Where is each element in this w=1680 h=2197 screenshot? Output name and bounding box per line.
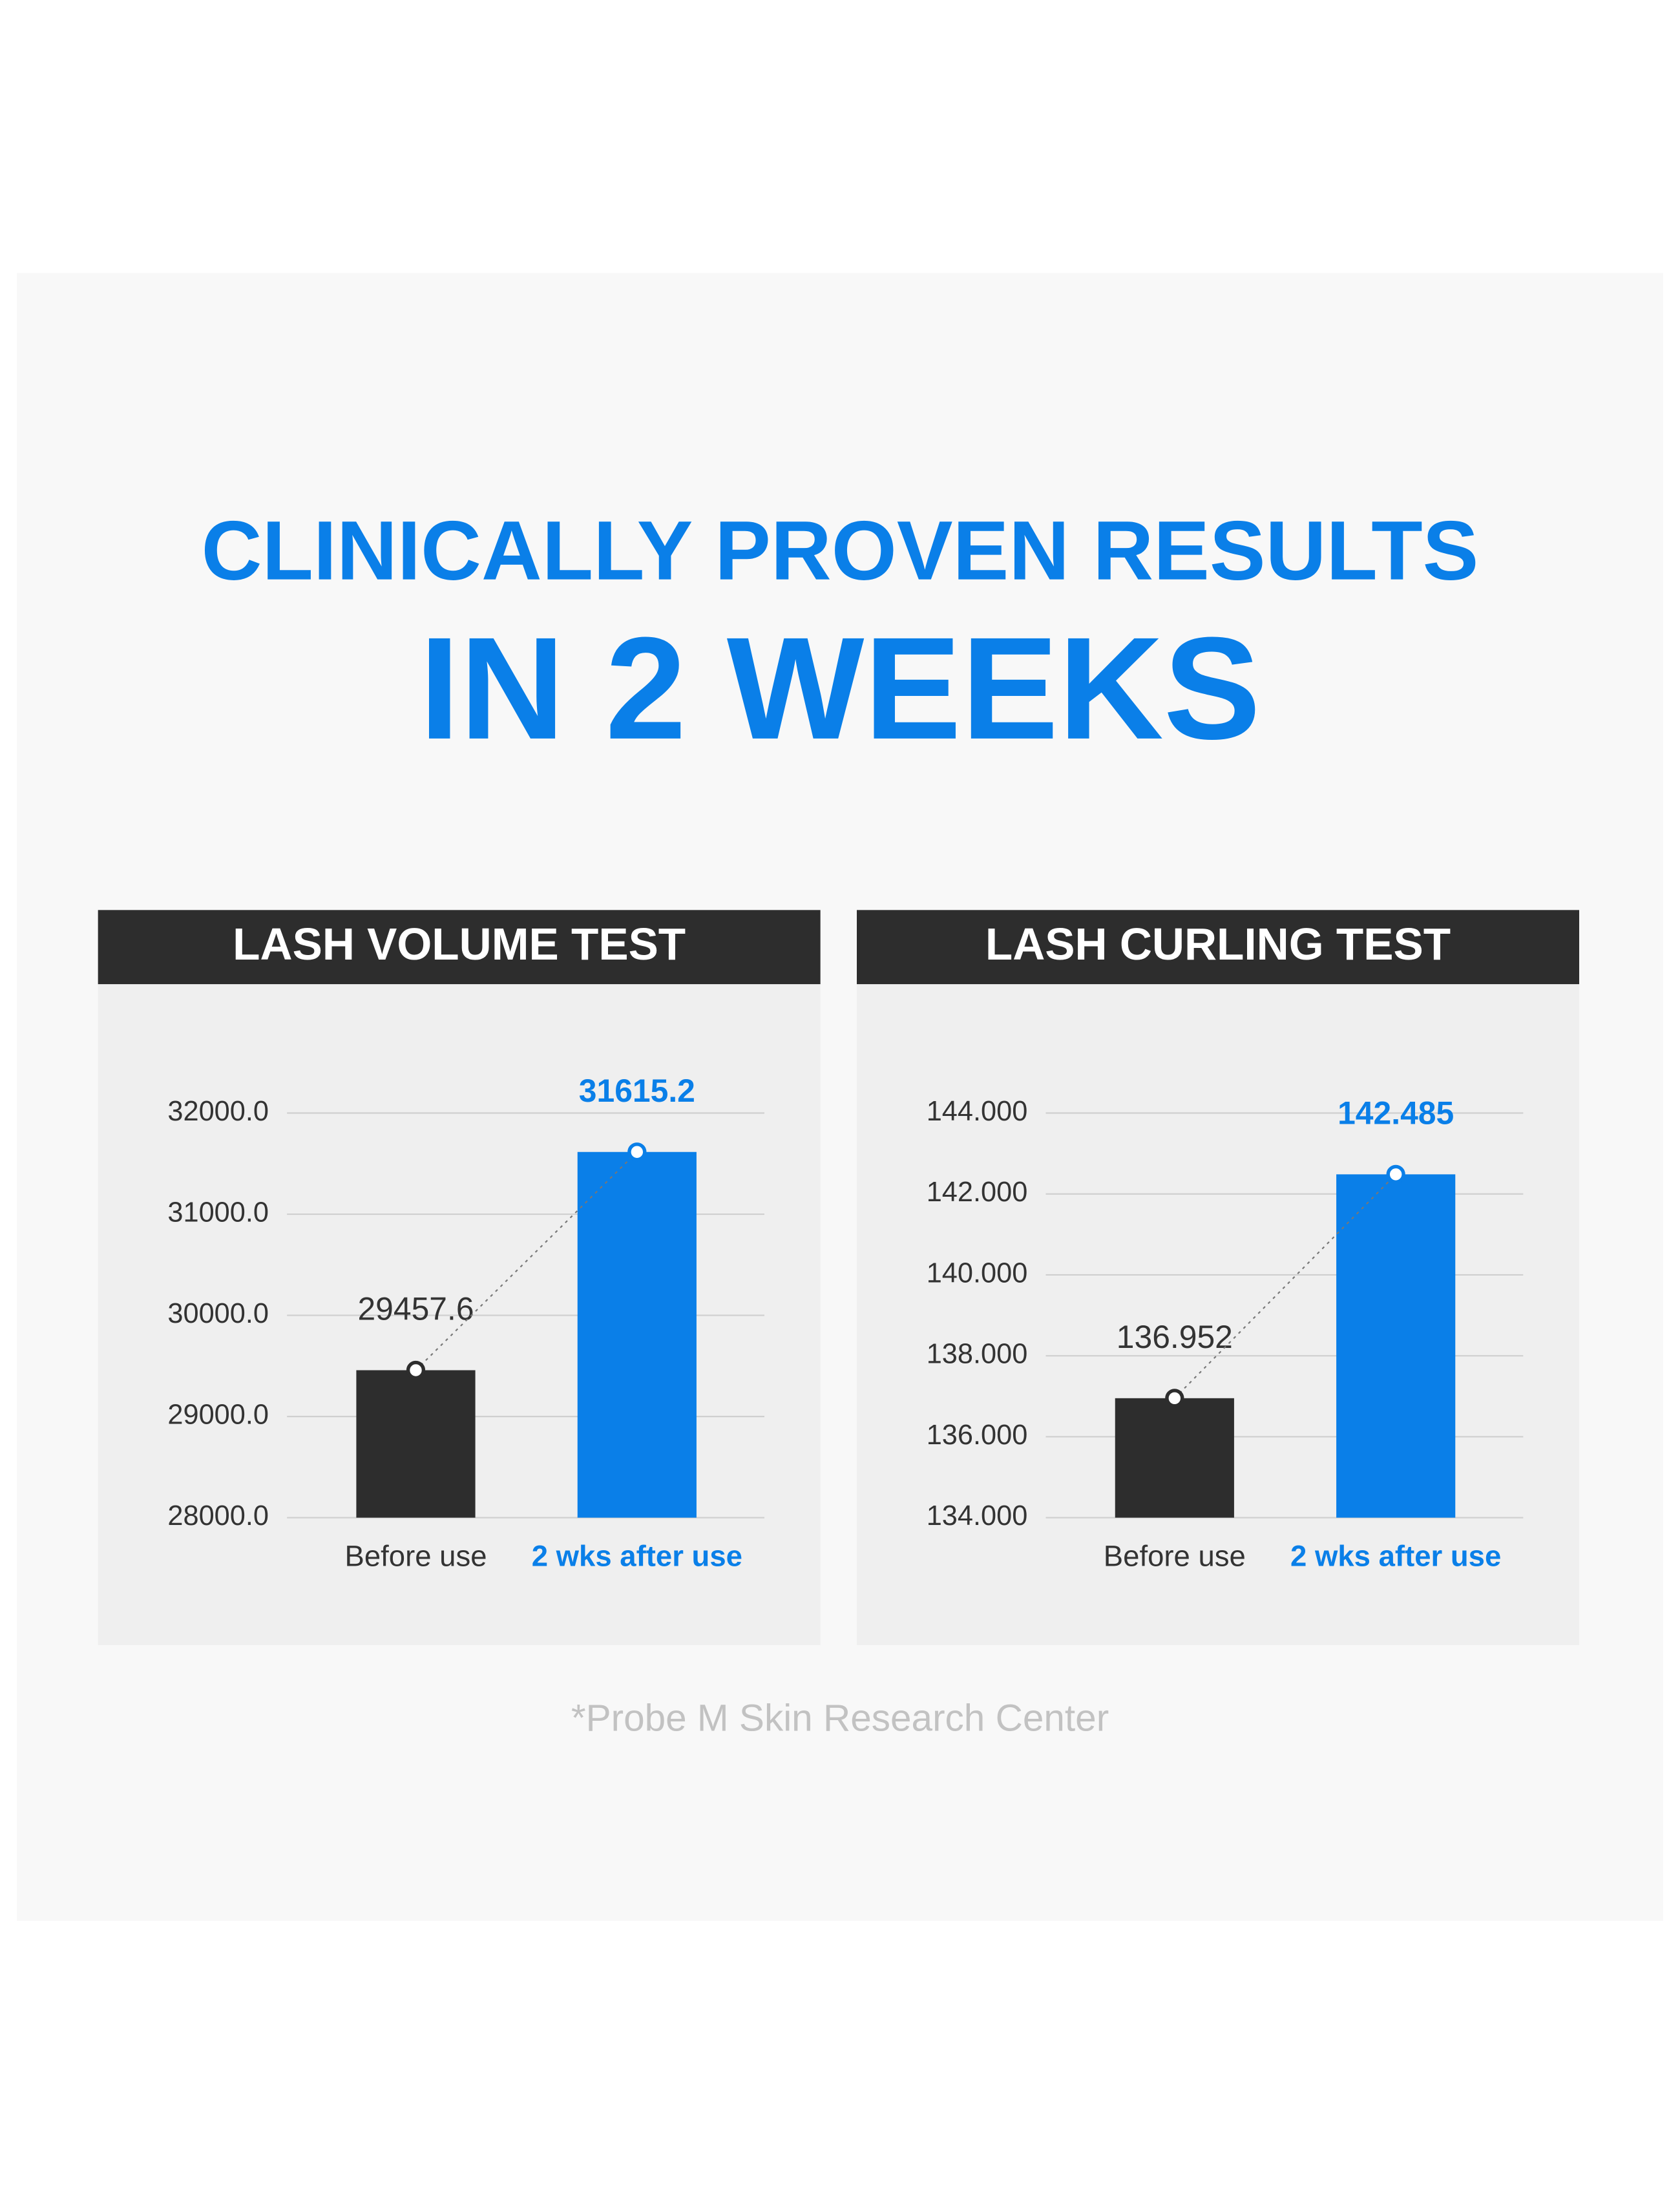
value-label: 29457.6 [357, 1291, 474, 1327]
x-tick-label: Before use [1104, 1540, 1246, 1573]
x-tick-label: 2 wks after use [532, 1540, 742, 1573]
x-tick-label: Before use [344, 1540, 487, 1573]
y-tick-label: 30000.0 [167, 1298, 269, 1329]
y-tick-label: 28000.0 [167, 1500, 269, 1531]
y-tick-label: 140.000 [927, 1257, 1028, 1288]
point [1386, 1164, 1405, 1184]
y-tick-label: 134.000 [927, 1500, 1028, 1531]
value-label: 31615.2 [579, 1073, 695, 1109]
chart-header [857, 910, 1579, 985]
y-tick-label: 29000.0 [167, 1400, 269, 1431]
bar [356, 1370, 476, 1518]
chart-title: LASH CURLING TEST [985, 919, 1451, 969]
bar [1115, 1398, 1234, 1518]
value-label: 136.952 [1117, 1319, 1233, 1355]
title-line-1: CLINICALLY PROVEN RESULTS [202, 503, 1479, 598]
y-tick-label: 144.000 [927, 1096, 1028, 1127]
value-label: 142.485 [1338, 1095, 1454, 1131]
footnote: *Probe M Skin Research Center [571, 1697, 1109, 1739]
title-line-2: IN 2 WEEKS [419, 607, 1261, 770]
y-tick-label: 32000.0 [167, 1096, 269, 1127]
bar [1336, 1174, 1456, 1518]
chart-title: LASH VOLUME TEST [233, 919, 686, 969]
y-tick-label: 136.000 [927, 1420, 1028, 1451]
y-tick-label: 31000.0 [167, 1197, 269, 1228]
point [1165, 1389, 1184, 1408]
trend-line [415, 1151, 638, 1371]
chart-body [857, 984, 1579, 1645]
chart-header [98, 910, 821, 985]
point [627, 1142, 647, 1162]
y-tick-label: 142.000 [927, 1177, 1028, 1208]
y-tick-label: 138.000 [927, 1339, 1028, 1370]
x-tick-label: 2 wks after use [1290, 1540, 1501, 1573]
point [406, 1360, 426, 1380]
bar [577, 1151, 697, 1518]
